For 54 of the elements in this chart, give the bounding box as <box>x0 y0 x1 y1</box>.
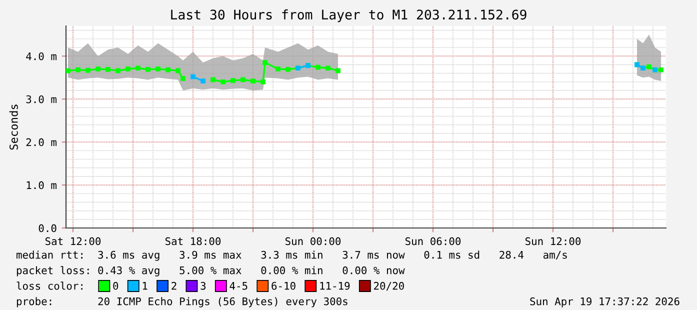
point <box>658 67 664 72</box>
point <box>116 68 120 74</box>
point <box>250 78 256 84</box>
text: median rtt: 3.6 ms avg 3.9 ms max 3.3 ms min 3.7 ms now 0.1 ms sd 28.4 am/s <box>16 250 567 261</box>
point <box>286 66 290 72</box>
point <box>106 66 110 72</box>
y-tick-label: 0.0 <box>38 224 56 232</box>
x-tick-label: Sat 12:00 <box>45 237 101 246</box>
point <box>260 79 266 84</box>
point <box>146 66 150 72</box>
point <box>276 66 280 72</box>
chart-title: Last 30 Hours from Layer to M1 203.211.152.69 <box>171 9 526 22</box>
legend-label: 0 <box>113 282 118 290</box>
point <box>326 66 330 71</box>
legend-label: 11-19 <box>320 282 350 290</box>
text: packet loss: 0.43 % avg 5.00 % max 0.00 % min 0.00 % now <box>16 266 405 276</box>
legend-label: 6-10 <box>272 282 296 290</box>
point <box>96 66 100 72</box>
y-tick-label: 1.0 m <box>26 181 56 190</box>
point <box>210 77 216 82</box>
x-tick-label: Sun 12:00 <box>525 237 581 246</box>
point <box>200 78 206 84</box>
legend-title: loss color: <box>16 282 82 290</box>
y-tick-label: 3.0 m <box>26 95 56 104</box>
point <box>646 64 652 70</box>
point <box>126 66 130 72</box>
point <box>86 68 90 73</box>
y-tick-label: 4.0 m <box>26 52 56 60</box>
x-tick-label: Sun 06:00 <box>405 237 461 246</box>
x-tick-label: Sun 00:00 <box>285 237 341 246</box>
legend-label: 1 <box>142 282 148 290</box>
text: Sun Apr 19 17:37:22 2026 <box>530 297 680 308</box>
legend-label: 3 <box>200 282 206 290</box>
point <box>316 64 320 70</box>
legend-label: 20/20 <box>374 282 404 291</box>
point <box>136 66 140 71</box>
y-axis-title: Seconds <box>9 104 18 150</box>
legend-label: 4-5 <box>230 282 248 290</box>
point <box>166 67 170 72</box>
point <box>220 79 226 84</box>
legend-label: 2 <box>172 282 176 290</box>
point <box>230 78 236 84</box>
point <box>180 76 186 81</box>
point <box>190 74 196 80</box>
point <box>66 68 70 74</box>
point <box>156 66 160 72</box>
point <box>76 67 80 72</box>
y-tick-label: 2.0 m <box>26 138 56 146</box>
text: probe: 20 ICMP Echo Pings (56 Bytes) every 300s <box>16 297 348 308</box>
x-tick-label: Sat 18:00 <box>165 237 221 246</box>
point <box>176 68 180 74</box>
point <box>262 60 268 65</box>
point <box>336 68 340 74</box>
point <box>240 77 246 82</box>
